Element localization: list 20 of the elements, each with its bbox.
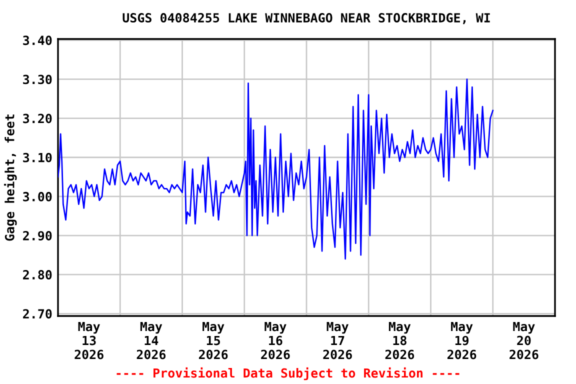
y-tick-label: 3.20 <box>23 114 52 124</box>
y-tick-label: 3.30 <box>23 74 52 84</box>
y-tick-label: 3.10 <box>23 152 52 162</box>
y-axis-title: Gage height, feet <box>4 114 17 241</box>
y-tick-label: 2.70 <box>23 309 52 319</box>
x-tick-label: May 17 2026 <box>323 322 352 360</box>
x-tick-label: May 16 2026 <box>261 322 290 360</box>
y-tick-label: 3.40 <box>23 36 52 46</box>
y-tick-label: 2.90 <box>23 230 52 241</box>
x-tick-label: May 18 2026 <box>385 322 414 360</box>
text: ---- Provisional Data Subject to Revision ---- <box>116 367 460 380</box>
x-tick-label: May 20 2026 <box>510 322 538 360</box>
y-tick-label: 2.80 <box>23 270 52 280</box>
x-tick-label: May 19 2026 <box>447 322 476 360</box>
x-tick-label: May 15 2026 <box>198 322 228 360</box>
line-series <box>58 78 494 260</box>
y-tick-label: 3.00 <box>23 192 52 202</box>
chart-title: USGS 04084255 LAKE WINNEBAGO NEAR STOCKBRIDGE, WI <box>122 13 490 24</box>
x-tick-label: May 13 2026 <box>74 322 104 360</box>
x-tick-label: May 14 2026 <box>136 322 166 360</box>
